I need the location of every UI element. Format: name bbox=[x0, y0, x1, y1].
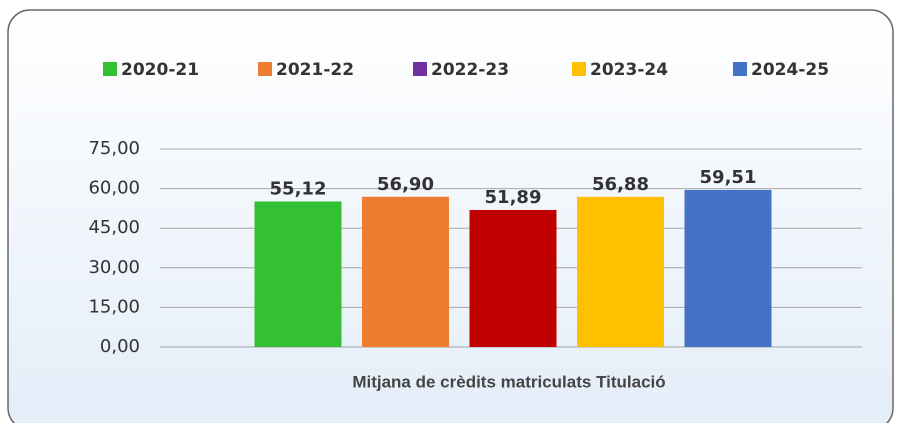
bar bbox=[469, 210, 557, 347]
chart-frame bbox=[7, 9, 894, 427]
value-label: 59,51 bbox=[700, 167, 757, 188]
legend-swatch bbox=[258, 62, 272, 76]
value-label: 56,90 bbox=[377, 174, 434, 195]
y-tick-label: 0,00 bbox=[100, 336, 140, 357]
y-tick-label: 45,00 bbox=[88, 217, 140, 238]
y-tick-label: 15,00 bbox=[88, 296, 140, 317]
bar bbox=[577, 196, 664, 347]
y-tick-label: 75,00 bbox=[88, 138, 140, 159]
x-tick-label: Mitjana de crèdits matriculats Titulació bbox=[352, 372, 665, 391]
value-label: 51,89 bbox=[485, 187, 542, 208]
legend-swatch bbox=[572, 62, 586, 76]
legend-label: 2021-22 bbox=[276, 60, 354, 80]
bar bbox=[254, 201, 342, 347]
value-label: 55,12 bbox=[270, 178, 327, 199]
legend-swatch bbox=[103, 62, 117, 76]
value-label: 56,88 bbox=[592, 174, 649, 195]
legend-swatch bbox=[413, 62, 427, 76]
y-tick-label: 60,00 bbox=[88, 178, 140, 199]
bar bbox=[362, 196, 449, 347]
legend-label: 2023-24 bbox=[590, 60, 668, 80]
legend-label: 2022-23 bbox=[431, 60, 509, 80]
bar bbox=[684, 189, 772, 347]
y-tick-label: 30,00 bbox=[88, 257, 140, 278]
legend-label: 2020-21 bbox=[121, 60, 199, 80]
legend-swatch bbox=[733, 62, 747, 76]
legend-label: 2024-25 bbox=[751, 60, 829, 80]
